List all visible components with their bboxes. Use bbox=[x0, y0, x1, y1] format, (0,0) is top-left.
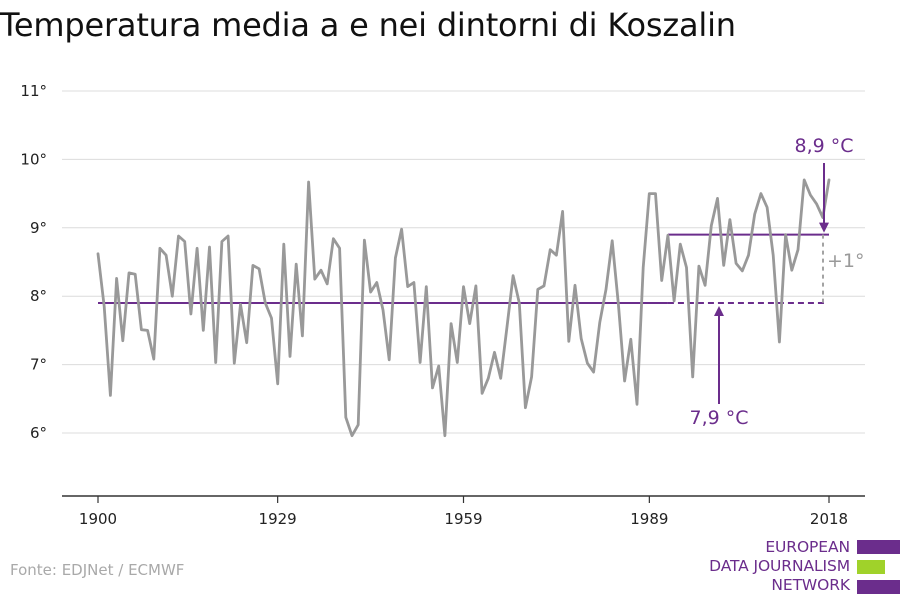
series-layer bbox=[96, 178, 831, 438]
x-axis: 1900 1929 1959 1989 2018 bbox=[62, 495, 865, 528]
x-tick-label-1929: 1929 bbox=[259, 510, 297, 528]
x-tick-label-1989: 1989 bbox=[630, 510, 668, 528]
logo-text: EUROPEAN DATA JOURNALISM NETWORK bbox=[709, 538, 850, 595]
x-tick-label-2018: 2018 bbox=[810, 510, 848, 528]
y-tick-labels: 6° 7° 8° 9° 10° 11° bbox=[20, 82, 47, 442]
recent-average-label: 8,9 °C bbox=[794, 135, 853, 157]
x-tick-label-1900: 1900 bbox=[79, 510, 117, 528]
logo-line-3: NETWORK bbox=[771, 576, 850, 594]
annotations: 8,9 °C 7,9 °C +1° bbox=[689, 135, 864, 429]
logo-bar-bottom bbox=[857, 580, 900, 594]
x-tick-label-1959: 1959 bbox=[444, 510, 482, 528]
temperature-series-line bbox=[96, 178, 831, 438]
logo-bar-middle bbox=[857, 560, 885, 574]
edjnet-logo: EUROPEAN DATA JOURNALISM NETWORK bbox=[700, 534, 900, 594]
y-tick-label-9: 9° bbox=[30, 219, 47, 237]
y-tick-label-6: 6° bbox=[30, 424, 47, 442]
y-tick-label-11: 11° bbox=[20, 82, 47, 100]
delta-label: +1° bbox=[827, 250, 865, 272]
y-tick-label-10: 10° bbox=[20, 150, 47, 168]
logo-line-1: EUROPEAN bbox=[765, 538, 850, 556]
baseline-label: 7,9 °C bbox=[689, 407, 748, 429]
y-tick-label-8: 8° bbox=[30, 287, 47, 305]
source-credit: Fonte: EDJNet / ECMWF bbox=[10, 561, 185, 579]
y-tick-label-7: 7° bbox=[30, 356, 47, 374]
logo-line-2: DATA JOURNALISM bbox=[709, 557, 850, 575]
chart-title: Temperatura media a e nei dintorni di Ko… bbox=[0, 6, 736, 44]
logo-bar-top bbox=[857, 540, 900, 554]
